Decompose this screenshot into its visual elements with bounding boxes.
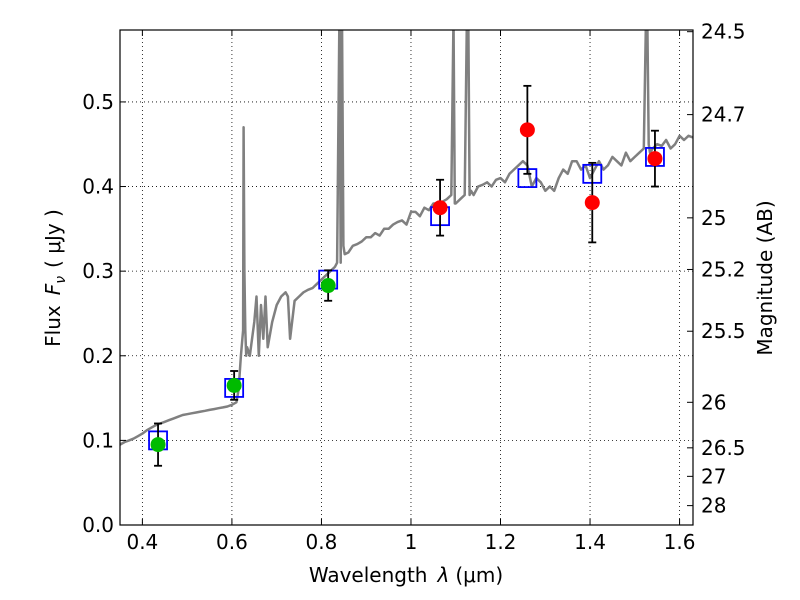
observed-flux-point [320, 278, 336, 294]
y-tick-label: 0.2 [82, 344, 114, 368]
y-tick-label: 0.0 [82, 513, 114, 537]
magnitude-tick-label: 25.5 [701, 319, 746, 343]
points-layer [148, 84, 665, 467]
spectrum-line [120, 30, 693, 446]
x-axis-label: Wavelength λ (μm) [309, 563, 503, 587]
magnitude-tick-label: 28 [701, 494, 726, 518]
magnitude-tick-label: 26.5 [701, 436, 746, 460]
axis-ticks: 0.4 0.6 0.8 1 1.2 1.4 1.6 0.0 0.1 0.2 0.3 0.4 0.5 24.… [82, 20, 745, 554]
x-tick-label: 1.2 [485, 530, 517, 554]
x-tick-label: 1.4 [574, 530, 606, 554]
y-tick-label: 0.1 [82, 428, 114, 452]
observed-flux-point [584, 195, 600, 211]
observed-flux-point [519, 122, 535, 138]
x-tick-label: 0.6 [216, 530, 248, 554]
observed-flux-point [432, 200, 448, 216]
y-tick-label: 0.3 [82, 259, 114, 283]
magnitude-tick-label: 25 [701, 206, 726, 230]
magnitude-tick-label: 25.2 [701, 257, 746, 281]
x-tick-label: 0.4 [126, 530, 158, 554]
magnitude-tick-label: 27 [701, 464, 726, 488]
y2-axis-label: Magnitude (AB) [753, 200, 777, 355]
y-axis-label: FluxFν( μJy ) [41, 209, 69, 347]
plot-frame [119, 29, 694, 526]
observed-flux-point [226, 377, 242, 393]
y-tick-label: 0.5 [82, 90, 114, 114]
x-tick-label: 0.8 [306, 530, 338, 554]
x-tick-label: 1.6 [664, 530, 696, 554]
spectrum-layer [120, 30, 693, 446]
grid-lines [120, 30, 693, 526]
y-tick-label: 0.4 [82, 175, 114, 199]
magnitude-tick-label: 26 [701, 390, 726, 414]
magnitude-tick-label: 24.5 [701, 20, 746, 44]
observed-flux-point [150, 437, 166, 453]
observed-flux-point [647, 151, 663, 167]
x-tick-label: 1 [405, 530, 418, 554]
magnitude-tick-label: 24.7 [701, 103, 746, 127]
